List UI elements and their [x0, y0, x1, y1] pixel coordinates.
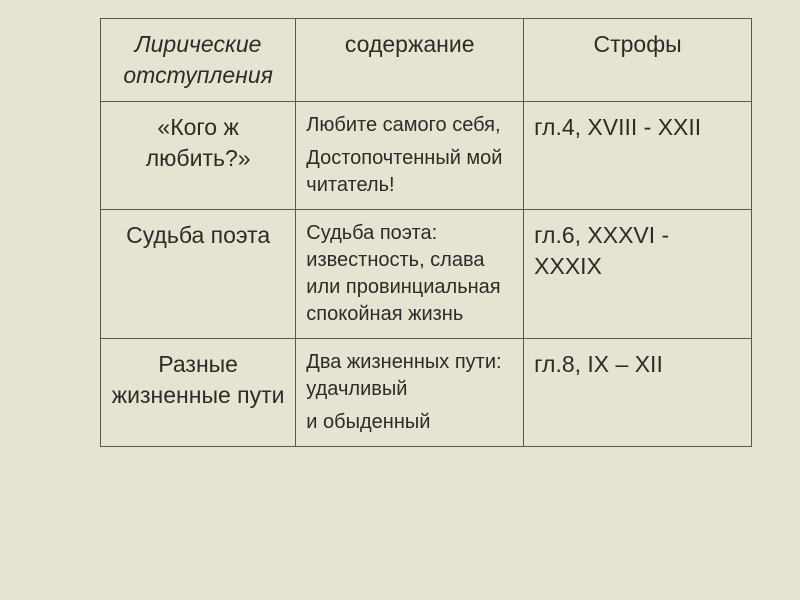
col-header-strophes: Строфы	[524, 19, 752, 102]
cell-name: «Кого ж любить?»	[101, 102, 296, 210]
cell-strophes: гл.6, XXXVI - XXXIX	[524, 210, 752, 339]
cell-content: Любите самого себя, Достопочтенный мой ч…	[296, 102, 524, 210]
table-header-row: Лирические отступления содержание Строфы	[101, 19, 752, 102]
cell-strophes: гл.4, XVIII - XXII	[524, 102, 752, 210]
cell-content: Судьба поэта: известность, слава или про…	[296, 210, 524, 339]
content-line: и обыденный	[306, 409, 513, 436]
table-row: Судьба поэта Судьба поэта: известность, …	[101, 210, 752, 339]
cell-content: Два жизненных пути: удачливый и обыденны…	[296, 339, 524, 447]
cell-name: Судьба поэта	[101, 210, 296, 339]
table-row: «Кого ж любить?» Любите самого себя, Дос…	[101, 102, 752, 210]
col-header-digressions: Лирические отступления	[101, 19, 296, 102]
content-line: Достопочтенный мой читатель!	[306, 145, 513, 199]
content-line: Два жизненных пути: удачливый	[306, 349, 513, 403]
content-line: Любите самого себя,	[306, 112, 513, 139]
header-text: Лирические	[111, 29, 285, 60]
cell-strophes: гл.8, IX – XII	[524, 339, 752, 447]
table-container: Лирические отступления содержание Строфы…	[0, 0, 800, 457]
table-row: Разные жизненные пути Два жизненных пути…	[101, 339, 752, 447]
header-text: отступления	[111, 60, 285, 91]
cell-name: Разные жизненные пути	[101, 339, 296, 447]
col-header-content: содержание	[296, 19, 524, 102]
lyrical-digressions-table: Лирические отступления содержание Строфы…	[100, 18, 752, 447]
